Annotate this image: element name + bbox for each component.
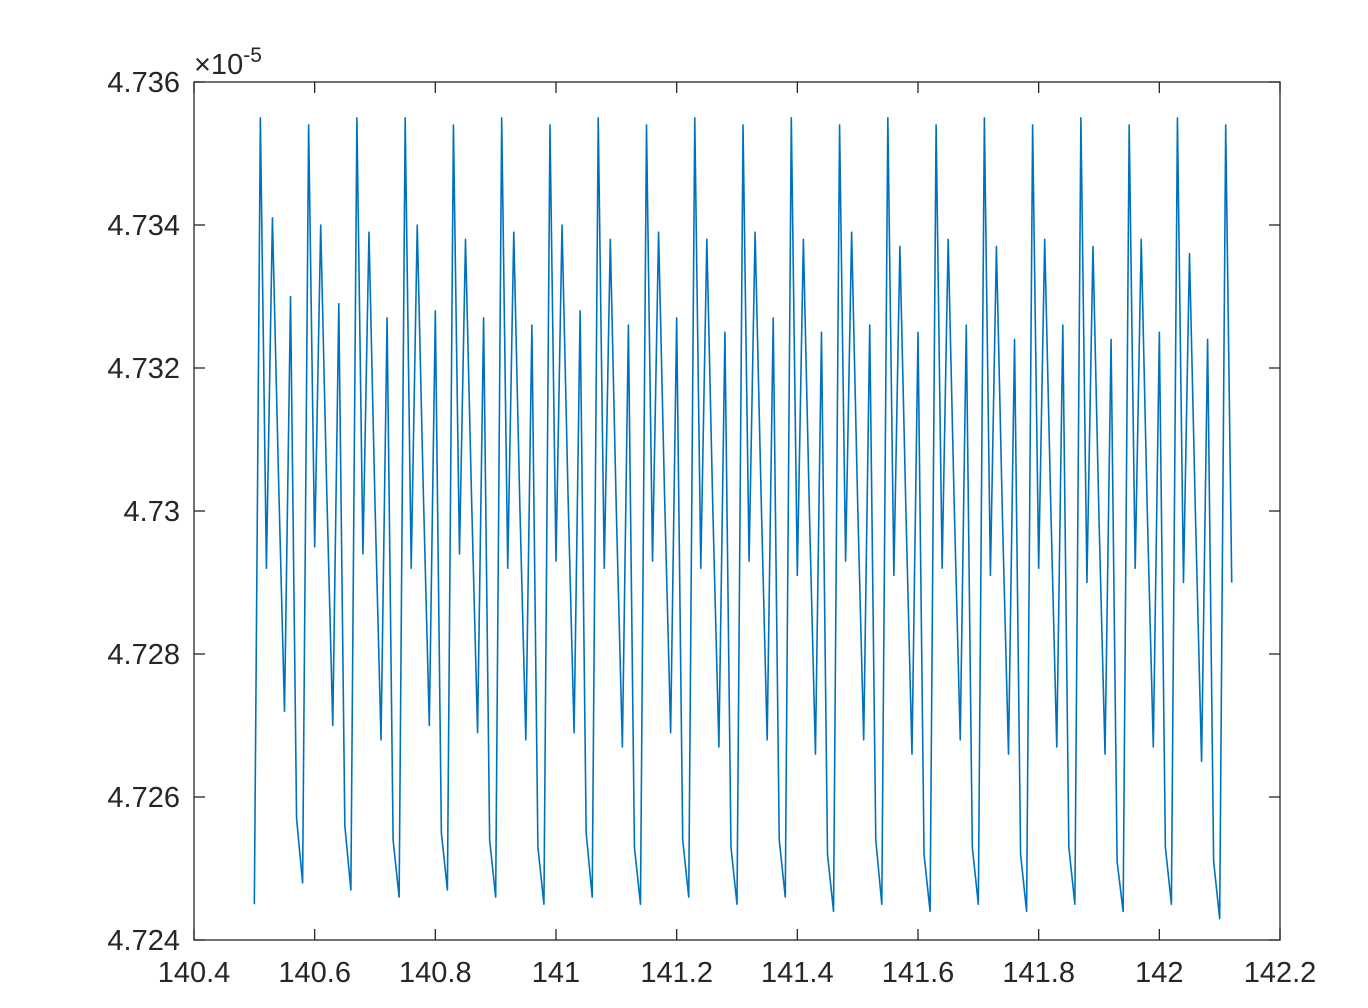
y-tick-label: 4.73 <box>124 496 180 528</box>
series-layer <box>253 116 1233 920</box>
x-tick-label: 142.2 <box>1244 957 1317 989</box>
x-tick-labels: 140.4 140.6 140.8 141 141.2 141.4 141.6 141.8 14… <box>158 957 1317 989</box>
y-tick-label: 4.736 <box>107 67 180 99</box>
tick-marks <box>193 81 1281 941</box>
x-tick-label: 141.6 <box>882 957 955 989</box>
series-line-0 <box>253 116 1233 920</box>
x-tick-label: 140.4 <box>158 957 231 989</box>
x-tick-label: 141 <box>532 957 580 989</box>
axes-box <box>193 81 1281 941</box>
x-tick-label: 140.8 <box>399 957 472 989</box>
y-exponent-prefix: ×10 <box>194 49 243 81</box>
y-tick-label: 4.728 <box>107 639 180 671</box>
y-exponent-label: ×10-5 <box>194 44 262 81</box>
y-tick-label: 4.734 <box>107 210 180 242</box>
x-tick-label: 141.2 <box>640 957 713 989</box>
x-tick-label: 141.8 <box>1002 957 1075 989</box>
x-tick-label: 141.4 <box>761 957 834 989</box>
y-tick-label: 4.732 <box>107 353 180 385</box>
x-tick-label: 142 <box>1135 957 1183 989</box>
y-tick-label: 4.724 <box>107 925 180 957</box>
y-tick-labels: 4.724 4.726 4.728 4.73 4.732 4.734 4.736 <box>107 67 180 957</box>
y-tick-label: 4.726 <box>107 782 180 814</box>
x-tick-label: 140.6 <box>278 957 351 989</box>
y-exponent-power: -5 <box>243 44 262 67</box>
